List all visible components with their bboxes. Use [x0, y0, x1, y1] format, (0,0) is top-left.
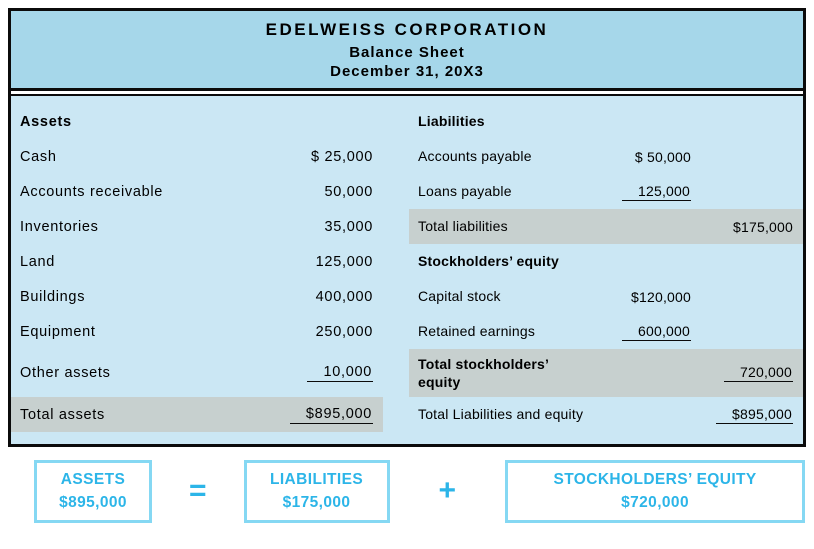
row-label: Total assets: [20, 406, 105, 423]
row-value: 10,000: [253, 364, 373, 382]
equals-sign: =: [189, 474, 207, 508]
row-value: $ 50,000: [634, 148, 691, 165]
assets-section-heading: Assets: [11, 104, 383, 139]
equation-equity-value: $720,000: [621, 494, 689, 512]
row-value: 720,000: [691, 364, 793, 382]
row-value: 250,000: [315, 323, 373, 340]
row-label: Buildings: [20, 288, 86, 305]
row-value: 125,000: [595, 183, 691, 201]
row-total-liabilities-and-equity: Total Liabilities and equity $895,000: [409, 397, 803, 432]
company-name: EDELWEISS CORPORATION: [265, 20, 549, 39]
row-label: Total Liabilities and equity: [418, 406, 584, 423]
plus-sign: +: [438, 474, 457, 508]
asset-row-other-assets: Other assets 10,000: [11, 349, 383, 397]
row-label: Loans payable: [418, 183, 512, 200]
row-value: 50,000: [324, 183, 373, 200]
equation-assets-label: ASSETS: [60, 471, 126, 488]
equity-row-capital-stock: Capital stock $120,000: [409, 279, 803, 314]
liability-row-loans-payable: Loans payable 125,000: [409, 174, 803, 209]
accounting-equation: ASSETS $895,000 = LIABILITIES $175,000 +…: [8, 460, 806, 523]
asset-row-equipment: Equipment 250,000: [11, 314, 383, 349]
asset-row-total-assets: Total assets $895,000: [11, 397, 383, 432]
equation-equity-label: STOCKHOLDERS’ EQUITY: [553, 471, 757, 488]
row-value: 125,000: [315, 253, 373, 270]
equation-assets-box: ASSETS $895,000: [34, 460, 152, 523]
statement-title: Balance Sheet: [349, 44, 465, 61]
equity-heading-label: Stockholders’ equity: [418, 253, 559, 270]
equity-row-retained-earnings: Retained earnings 600,000: [409, 314, 803, 349]
asset-row-inventories: Inventories 35,000: [11, 209, 383, 244]
assets-heading-label: Assets: [20, 113, 72, 130]
liability-row-total-liabilities: Total liabilities $175,000: [409, 209, 803, 244]
row-label: Land: [20, 253, 56, 270]
statement-date: December 31, 20X3: [330, 63, 484, 80]
header-divider: [11, 91, 803, 96]
asset-row-cash: Cash $ 25,000: [11, 139, 383, 174]
balance-sheet: EDELWEISS CORPORATION Balance Sheet Dece…: [8, 8, 806, 447]
row-value: $120,000: [631, 288, 691, 305]
balance-sheet-body: Assets Cash $ 25,000 Accounts receivable…: [11, 96, 803, 444]
assets-column: Assets Cash $ 25,000 Accounts receivable…: [11, 104, 383, 432]
row-value: 400,000: [315, 288, 373, 305]
row-label: Total stockholders’ equity: [418, 355, 549, 390]
equation-liabilities-value: $175,000: [282, 494, 351, 512]
row-label: Total liabilities: [418, 218, 508, 235]
row-value: 600,000: [595, 323, 691, 341]
row-label: Equipment: [20, 323, 96, 340]
balance-sheet-header: EDELWEISS CORPORATION Balance Sheet Dece…: [11, 11, 803, 91]
row-label: Accounts receivable: [20, 183, 164, 200]
row-label: Other assets: [20, 365, 111, 381]
asset-row-buildings: Buildings 400,000: [11, 279, 383, 314]
liabilities-equity-column: Liabilities Accounts payable $ 50,000 Lo…: [409, 104, 803, 432]
asset-row-land: Land 125,000: [11, 244, 383, 279]
row-label: Inventories: [20, 218, 99, 235]
equity-section-heading: Stockholders’ equity: [409, 244, 803, 279]
row-label: Cash: [20, 148, 57, 165]
row-value: 35,000: [324, 218, 373, 235]
row-value: $895,000: [253, 406, 373, 424]
row-value: $895,000: [691, 406, 793, 424]
row-label: Accounts payable: [418, 148, 532, 165]
asset-row-accounts-receivable: Accounts receivable 50,000: [11, 174, 383, 209]
equation-liabilities-label: LIABILITIES: [269, 471, 364, 488]
equation-assets-value: $895,000: [59, 494, 127, 512]
row-value: $175,000: [733, 218, 793, 235]
liability-row-accounts-payable: Accounts payable $ 50,000: [409, 139, 803, 174]
equation-liabilities-box: LIABILITIES $175,000: [243, 460, 390, 523]
column-gap: [383, 104, 409, 432]
row-label: Capital stock: [418, 288, 501, 305]
row-label: Retained earnings: [418, 323, 536, 340]
liabilities-heading-label: Liabilities: [418, 113, 485, 130]
liabilities-section-heading: Liabilities: [409, 104, 803, 139]
row-value: $ 25,000: [310, 148, 373, 165]
equity-row-total-stockholders-equity: Total stockholders’ equity 720,000: [409, 349, 803, 397]
equation-equity-box: STOCKHOLDERS’ EQUITY $720,000: [505, 460, 806, 523]
